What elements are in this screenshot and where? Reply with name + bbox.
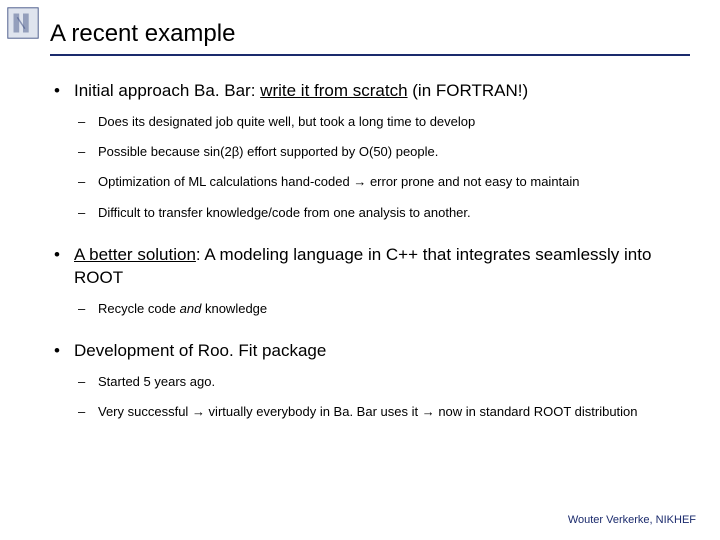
bullet-level1: Initial approach Ba. Bar: write it from … xyxy=(50,80,680,222)
bullet-level1: Development of Roo. Fit package Started 5… xyxy=(50,340,680,421)
bullet-level2: Does its designated job quite well, but … xyxy=(74,113,680,131)
bullet-level2: Recycle code and knowledge xyxy=(74,300,680,318)
bullet-text: A better solution: A modeling language i… xyxy=(74,245,651,287)
bullet-level2: Very successful → virtually everybody in… xyxy=(74,403,680,421)
bullet-level2: Optimization of ML calculations hand-cod… xyxy=(74,173,680,191)
sub-bullet-list: Recycle code and knowledge xyxy=(74,300,680,318)
bullet-level2: Possible because sin(2β) effort supporte… xyxy=(74,143,680,161)
nikhef-logo xyxy=(4,4,42,42)
content-area: Initial approach Ba. Bar: write it from … xyxy=(0,56,720,421)
slide-title: A recent example xyxy=(50,20,690,56)
bullet-text: Initial approach Ba. Bar: write it from … xyxy=(74,81,528,100)
bullet-text: Development of Roo. Fit package xyxy=(74,341,326,360)
bullet-level1: A better solution: A modeling language i… xyxy=(50,244,680,318)
bullet-list: Initial approach Ba. Bar: write it from … xyxy=(50,80,680,421)
title-wrap: A recent example xyxy=(0,0,720,56)
bullet-level2: Difficult to transfer knowledge/code fro… xyxy=(74,204,680,222)
slide: A recent example Initial approach Ba. Ba… xyxy=(0,0,720,540)
bullet-level2: Started 5 years ago. xyxy=(74,373,680,391)
footer-attribution: Wouter Verkerke, NIKHEF xyxy=(568,514,696,526)
sub-bullet-list: Does its designated job quite well, but … xyxy=(74,113,680,222)
sub-bullet-list: Started 5 years ago. Very successful → vi… xyxy=(74,373,680,421)
